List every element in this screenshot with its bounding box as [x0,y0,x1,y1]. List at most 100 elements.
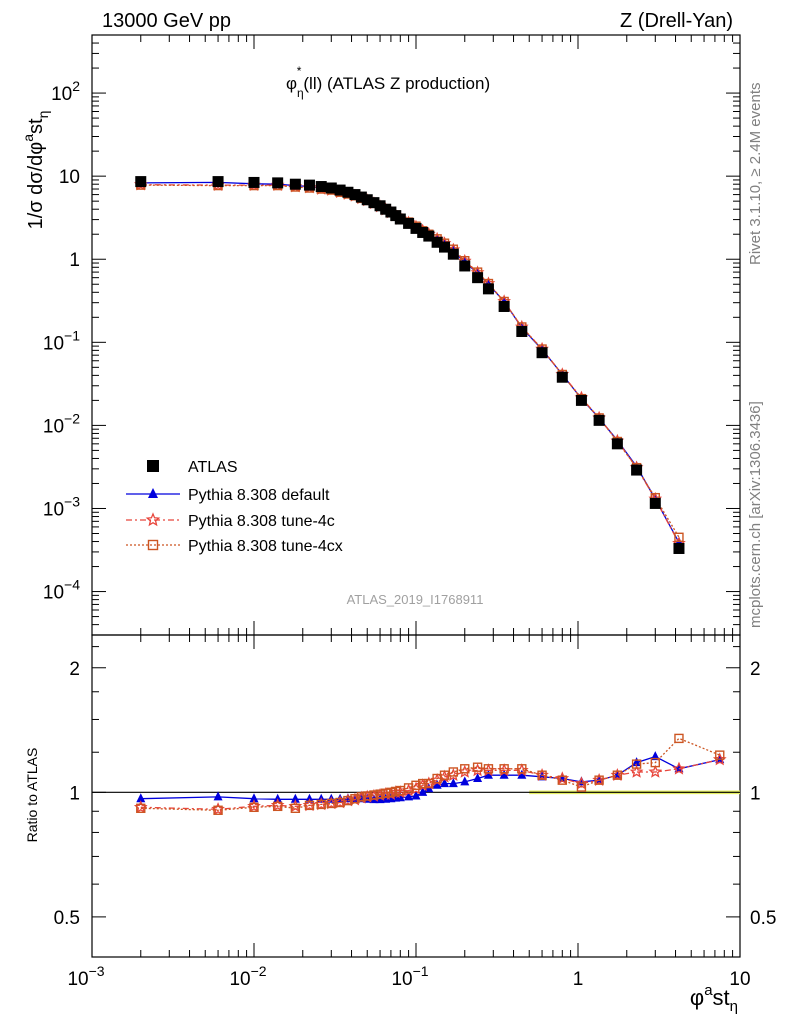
main-ytick-label: 10−4 [43,577,80,604]
plot-title-rest: (ll) (ATLAS Z production) [303,74,490,93]
data-point-atlas [459,260,471,272]
data-point-tune-4c [145,512,161,527]
main-ytick-label: 10−1 [43,327,80,354]
data-point-tune-4c [648,764,663,778]
data-point-default [483,769,493,779]
main-ylabel-base: 1/σ dσ/dφ [25,142,47,230]
data-point-tune-4cx [375,789,385,799]
data-point-atlas [147,460,159,472]
main-ytick-base: 10 [43,583,64,604]
data-point-atlas [368,197,380,209]
data-point-atlas [315,181,327,193]
plot-title-base: φ [286,74,297,93]
ratio-ytick-label-right: 2 [750,659,761,680]
x-tick-base: 1 [573,969,584,990]
x-label-tail: st [713,985,730,1010]
data-point-atlas [649,497,661,509]
data-point-tune-4cx [136,803,146,813]
data-point-tune-4cx [418,778,428,789]
data-point-atlas [325,182,337,194]
x-tick-base: 10 [67,969,88,990]
ratio-series-line [140,755,720,801]
data-point-atlas [355,191,367,203]
plot-title: φη *(ll) (ATLAS Z production) [286,64,490,100]
data-point-tune-4cx [356,792,367,802]
data-point-tune-4cx [499,764,509,774]
main-ylabel-tail: st [25,118,47,134]
ratio-ytick-label-left: 2 [69,659,80,680]
main-ytick-exp: −4 [64,577,80,593]
legend: ATLAS Pythia 8.308 default Pythia 8.308 tu… [126,459,343,555]
data-point-tune-4cx [472,762,483,772]
data-point-atlas [334,184,346,196]
main-ylabel-sup: a [20,134,36,142]
plot-title-sup: * [297,64,302,78]
ratio-series-group [133,733,727,816]
main-series-line [140,184,680,538]
data-point-default [440,778,450,788]
data-point-tune-4cx [290,803,301,813]
x-tick-exp: −1 [413,963,429,979]
data-point-atlas [482,283,494,295]
main-series-group [133,176,686,554]
data-point-atlas [349,189,361,201]
ratio-series-line [140,758,720,810]
main-ytick-base: 10 [51,84,72,105]
data-point-default [650,751,660,761]
data-point-tune-4cx [576,782,587,792]
data-point-tune-4cx [411,780,421,790]
data-point-atlas [575,394,587,406]
legend-label: Pythia 8.308 tune-4cx [188,538,343,555]
data-point-default [460,776,470,786]
main-ytick-base: 10 [43,499,64,520]
data-point-tune-4c [672,761,686,775]
data-point-tune-4cx [213,805,223,815]
data-point-tune-4cx [650,757,660,768]
main-ytick-label: 1 [69,250,80,271]
data-point-tune-4c [629,764,644,778]
x-tick-exp: −3 [89,963,105,979]
data-point-default [136,793,146,803]
data-point-default [290,793,300,803]
data-point-tune-4cx [594,775,604,785]
data-point-atlas [423,230,435,242]
data-point-atlas [536,347,548,359]
main-ylabel-sub: η [35,111,51,119]
data-point-tune-4cx [386,787,396,798]
data-point-atlas [611,438,623,450]
header-right-label: Z (Drell-Yan) [620,10,733,32]
legend-label: ATLAS [188,459,238,476]
data-point-default [404,791,414,801]
data-point-tune-4cx [715,750,725,760]
data-point-default [517,769,527,779]
main-ytick-exp: 2 [72,78,80,94]
data-point-tune-4cx [316,799,326,810]
data-point-tune-4cx [517,764,527,774]
data-point-default [418,786,428,796]
data-point-atlas [631,464,643,476]
data-point-tune-4cx [674,733,684,744]
data-point-tune-4cx [304,800,315,811]
data-point-atlas [472,272,484,284]
data-point-tune-4cx [272,801,283,812]
data-point-atlas [135,176,147,188]
data-point-tune-4cx [350,794,360,804]
data-point-tune-4cx [537,770,547,780]
ratio-ytick-label-left: 0.5 [54,908,80,929]
x-tick-label: 1 [573,969,584,990]
data-point-tune-4cx [448,767,459,777]
data-point-tune-4cx [557,775,568,785]
legend-label: Pythia 8.308 default [188,487,330,504]
data-point-default [148,488,158,498]
main-ytick-label: 10−3 [43,493,80,520]
x-tick-label: 10−1 [391,963,428,990]
data-point-atlas [303,179,315,191]
rivet-version-label: Rivet 3.1.10, ≥ 2.4M events [747,83,764,266]
x-tick-exp: −2 [251,963,267,979]
data-point-atlas [272,177,284,189]
data-point-atlas [394,213,406,225]
mcplots-reference-label: mcplots.cern.ch [arXiv:1306.3436] [747,401,764,628]
data-point-atlas [447,248,459,260]
x-tick-label: 10−2 [229,963,266,990]
